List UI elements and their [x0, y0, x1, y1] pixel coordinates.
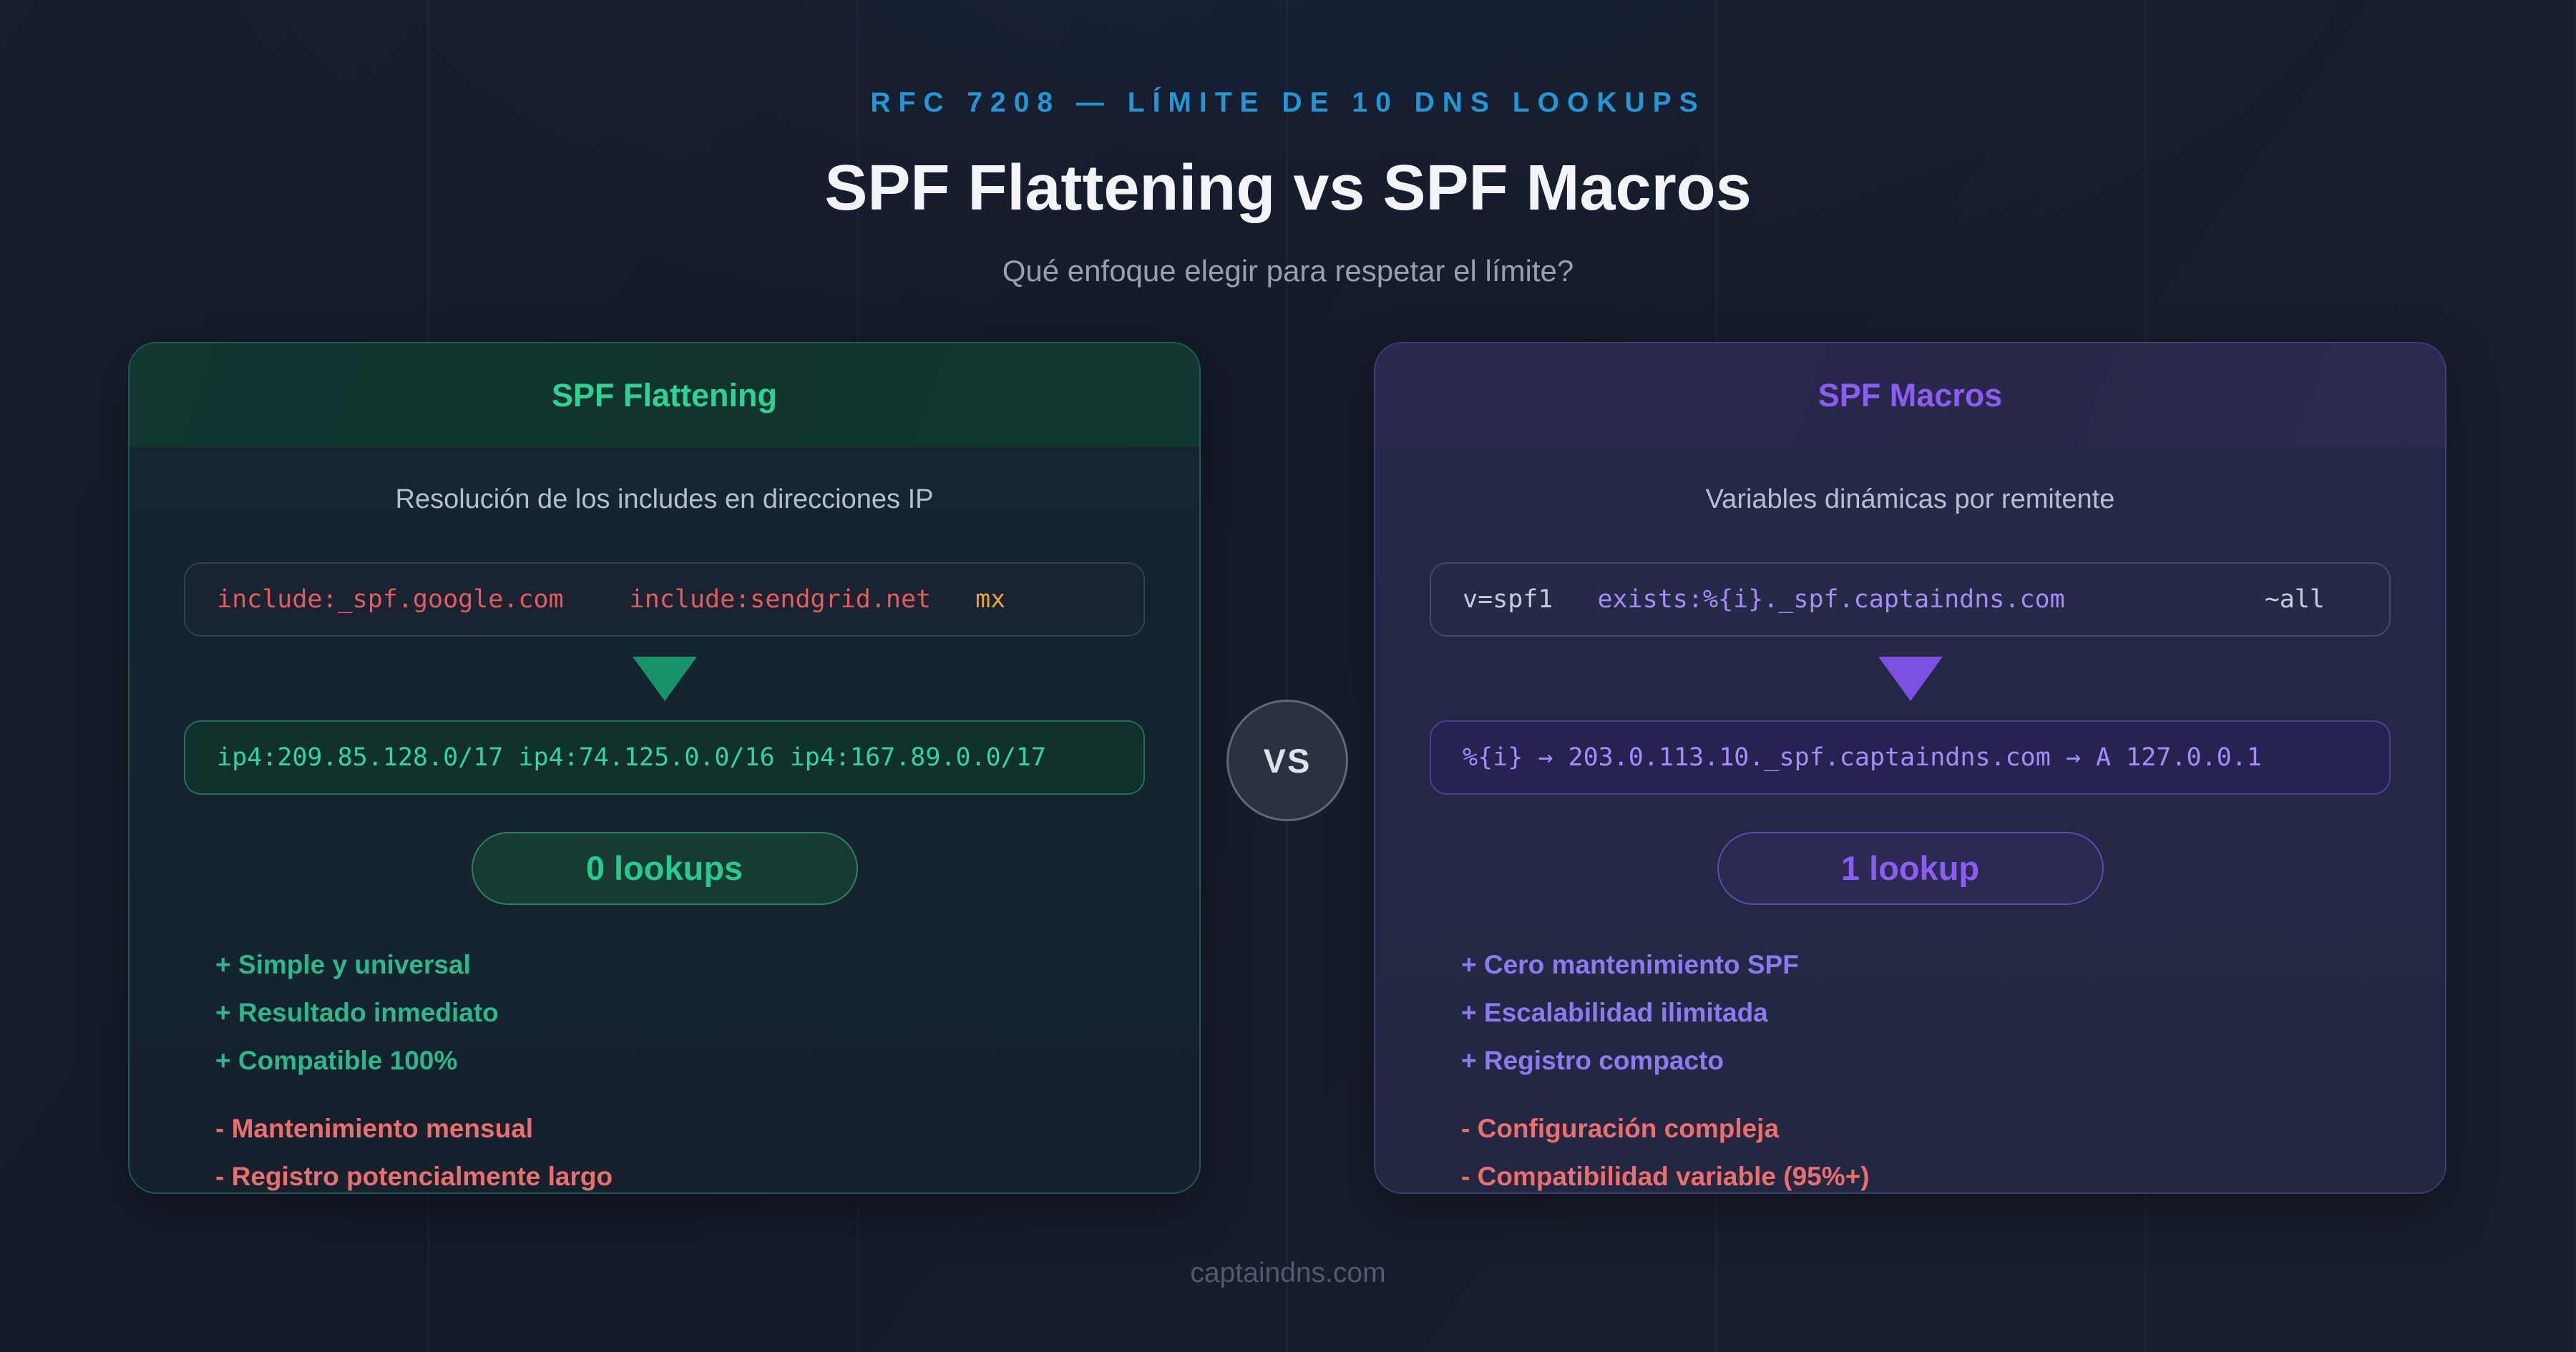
down-arrow-icon [1878, 657, 1943, 701]
page-header: RFC 7208 — LÍMITE DE 10 DNS LOOKUPS SPF … [0, 0, 2576, 288]
pro-item: + Resultado inmediato [215, 998, 499, 1027]
lookup-count-badge: 0 lookups [471, 832, 858, 905]
spf-macros-card: SPF Macros Variables dinámicas por remit… [1374, 342, 2446, 1194]
footer: captaindns.com [0, 1258, 2576, 1289]
spf-record-after-flattening: ip4:209.85.128.0/17 ip4:74.125.0.0/16 ip… [184, 720, 1145, 795]
pro-item: + Simple y universal [215, 950, 471, 979]
con-item: - Compatibilidad variable (95%+) [1461, 1162, 1870, 1191]
con-item: - Registro potencialmente largo [215, 1162, 613, 1191]
include-google-token: include:_spf.google.com [217, 585, 564, 614]
resolved-ip4-list: ip4:209.85.128.0/17 ip4:74.125.0.0/16 ip… [217, 743, 1046, 772]
flattening-cons-list: - Mantenimiento mensual - Registro poten… [130, 1104, 1199, 1200]
spf-flattening-card: SPF Flattening Resolución de los include… [128, 342, 1201, 1194]
macro-resolution-example: %{i} → 203.0.113.10._spf.captaindns.com … [1430, 720, 2391, 795]
mx-token: mx [975, 585, 1006, 614]
spf-macros-title: SPF Macros [1818, 376, 2003, 413]
page-subtitle: Qué enfoque elegir para respetar el lími… [1002, 254, 1574, 288]
vs-badge: VS [1226, 700, 1348, 821]
spf-flattening-card-header: SPF Flattening [130, 343, 1199, 447]
spf-macros-description: Variables dinámicas por remitente [1705, 484, 2115, 514]
page-title: SPF Flattening vs SPF Macros [824, 152, 1752, 224]
spf-flattening-title: SPF Flattening [552, 376, 777, 413]
spf-macros-card-header: SPF Macros [1375, 343, 2445, 447]
con-item: - Mantenimiento mensual [215, 1114, 534, 1143]
pro-item: + Cero mantenimiento SPF [1461, 950, 1799, 979]
vspf1-token: v=spf1 [1463, 585, 1553, 614]
eyebrow-label: RFC 7208 — LÍMITE DE 10 DNS LOOKUPS [870, 87, 1706, 118]
macro-expansion-text: %{i} → 203.0.113.10._spf.captaindns.com … [1463, 743, 2262, 772]
down-arrow-icon [632, 657, 697, 701]
spf-record-before-flattening: include:_spf.google.com include:sendgrid… [184, 562, 1145, 637]
lookup-count-badge: 1 lookup [1717, 832, 2104, 905]
macros-pros-list: + Cero mantenimiento SPF + Escalabilidad… [1375, 941, 2445, 1084]
spf-flattening-description: Resolución de los includes en direccione… [395, 484, 934, 514]
flattening-pros-list: + Simple y universal + Resultado inmedia… [130, 941, 1199, 1084]
pro-item: + Escalabilidad ilimitada [1461, 998, 1768, 1027]
spf-macro-record: v=spf1 exists:%{i}._spf.captaindns.com ~… [1430, 562, 2391, 637]
macros-cons-list: - Configuración compleja - Compatibilida… [1375, 1104, 2445, 1200]
pro-item: + Compatible 100% [215, 1046, 458, 1075]
include-sendgrid-token: include:sendgrid.net [629, 585, 932, 614]
pro-item: + Registro compacto [1461, 1046, 1724, 1075]
exists-macro-token: exists:%{i}._spf.captaindns.com [1597, 585, 2065, 614]
con-item: - Configuración compleja [1461, 1114, 1780, 1143]
site-url: captaindns.com [1190, 1258, 1386, 1288]
all-token: ~all [2264, 585, 2325, 614]
